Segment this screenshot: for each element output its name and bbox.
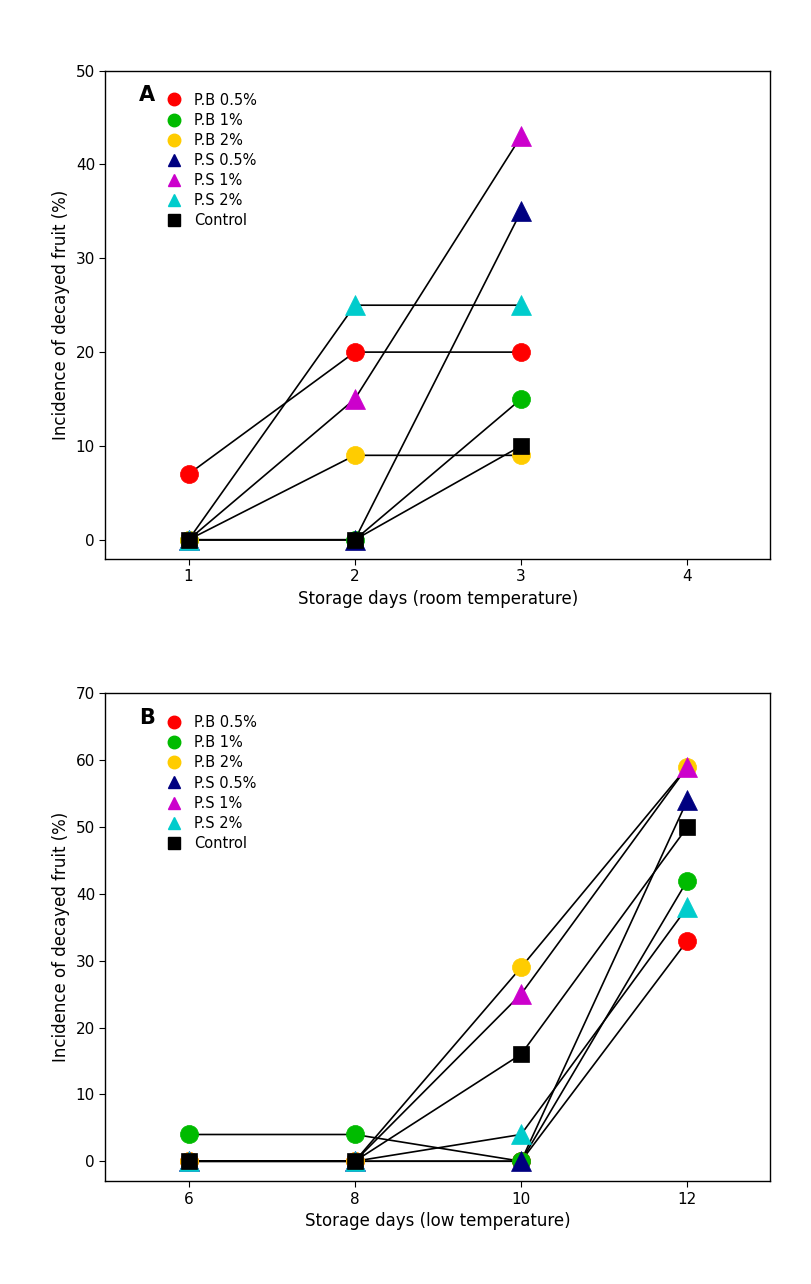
Legend: P.B 0.5%, P.B 1%, P.B 2%, P.S 0.5%, P.S 1%, P.S 2%, Control: P.B 0.5%, P.B 1%, P.B 2%, P.S 0.5%, P.S …	[159, 92, 257, 229]
Text: A: A	[139, 85, 155, 105]
Legend: P.B 0.5%, P.B 1%, P.B 2%, P.S 0.5%, P.S 1%, P.S 2%, Control: P.B 0.5%, P.B 1%, P.B 2%, P.S 0.5%, P.S …	[159, 715, 257, 851]
Text: B: B	[139, 707, 155, 728]
Y-axis label: Incidence of decayed fruit (%): Incidence of decayed fruit (%)	[52, 190, 70, 439]
Y-axis label: Incidence of decayed fruit (%): Incidence of decayed fruit (%)	[52, 813, 70, 1062]
X-axis label: Storage days (room temperature): Storage days (room temperature)	[298, 589, 578, 607]
X-axis label: Storage days (low temperature): Storage days (low temperature)	[305, 1212, 571, 1230]
